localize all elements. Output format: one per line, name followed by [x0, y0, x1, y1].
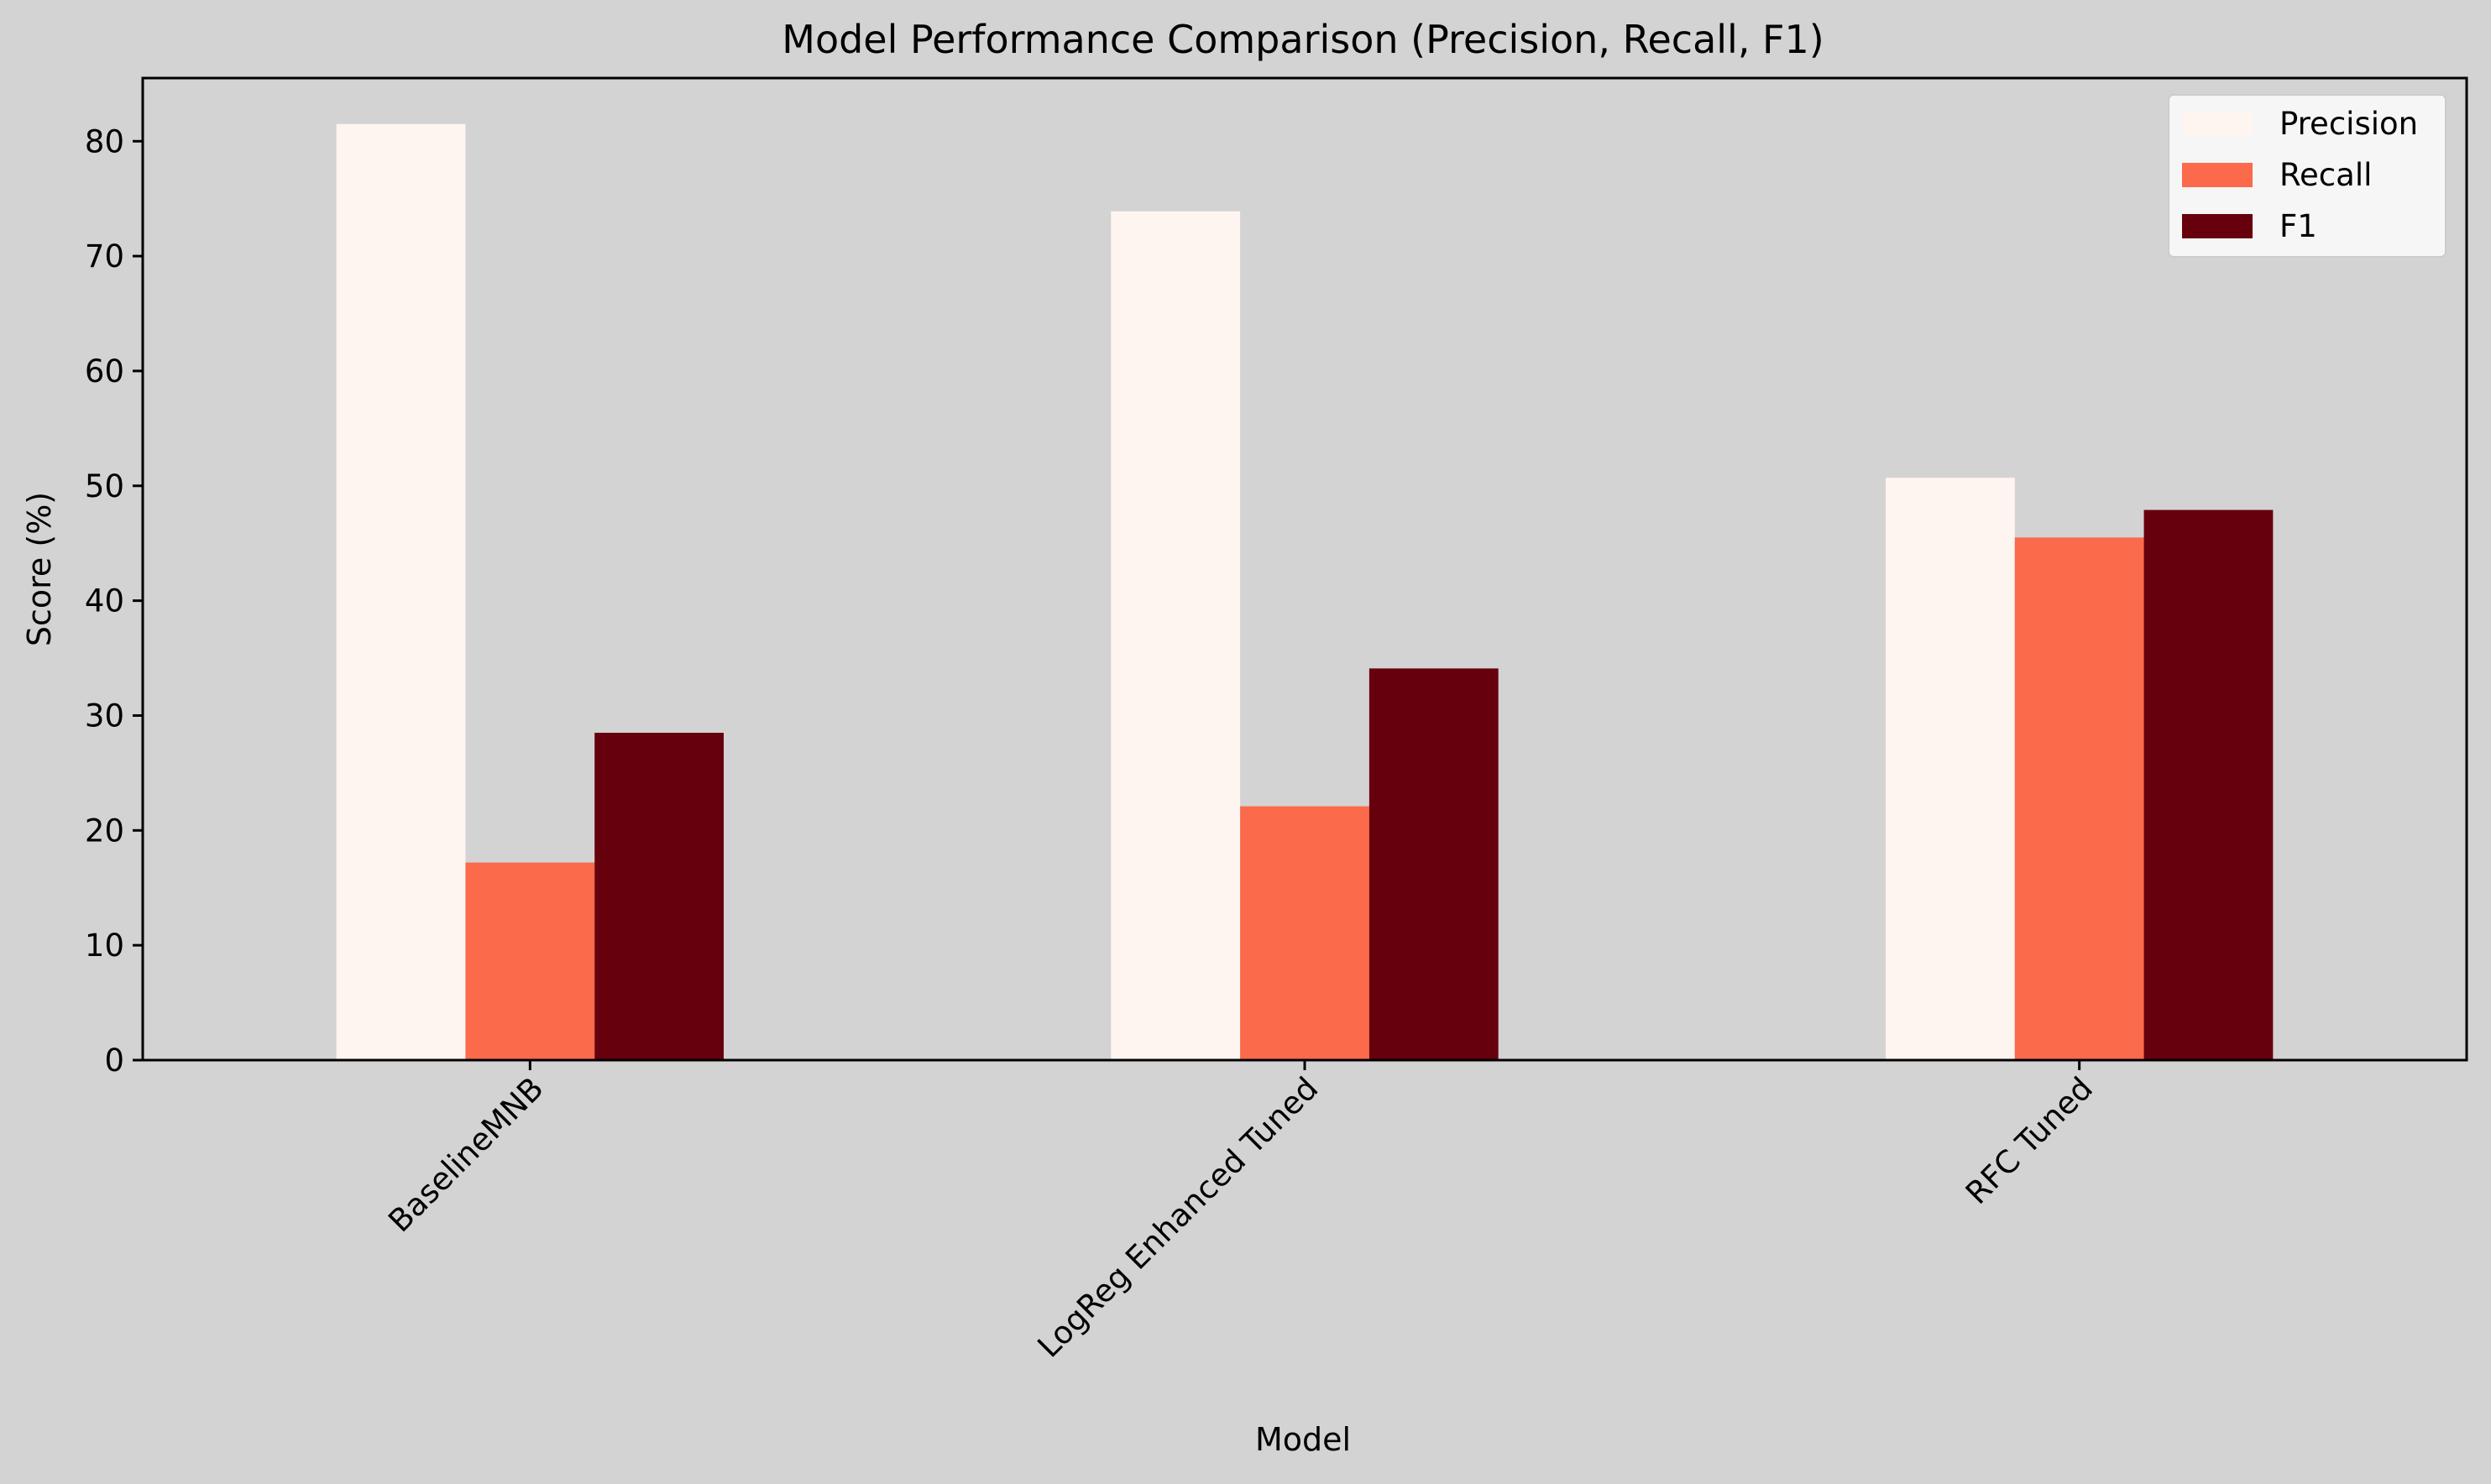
y-tick-label: 0	[104, 1042, 124, 1079]
y-tick-label: 40	[85, 583, 124, 619]
bar-f1-1	[1368, 668, 1499, 1060]
bar-recall-2	[2014, 537, 2144, 1060]
legend-label-recall: Recall	[2279, 157, 2372, 193]
y-tick-label: 20	[85, 813, 124, 849]
bar-recall-1	[1240, 806, 1369, 1060]
bar-precision-0	[336, 123, 466, 1061]
bars-layer	[336, 123, 2274, 1061]
bar-recall-0	[465, 862, 595, 1060]
legend-swatch-precision	[2182, 112, 2253, 136]
bar-f1-2	[2143, 509, 2274, 1060]
bar-f1-0	[594, 733, 724, 1060]
y-axis-label: Score (%)	[21, 492, 58, 646]
x-axis-label: Model	[1255, 1421, 1351, 1458]
y-tick-label: 50	[85, 468, 124, 504]
bar-precision-1	[1111, 211, 1241, 1061]
legend-label-precision: Precision	[2279, 106, 2418, 142]
y-tick-label: 70	[85, 238, 124, 274]
y-axis: 0 10 20 30 40 50 60 70 80	[85, 123, 143, 1079]
bar-precision-2	[1886, 478, 2015, 1060]
y-tick-label: 10	[85, 928, 124, 964]
legend-swatch-recall	[2182, 163, 2253, 187]
y-tick-label: 30	[85, 698, 124, 734]
y-tick-label: 60	[85, 353, 124, 389]
chart-title: Model Performance Comparison (Precision,…	[782, 17, 1824, 62]
legend: Precision Recall F1	[2168, 94, 2447, 258]
legend-swatch-f1	[2182, 214, 2253, 238]
y-tick-label: 80	[85, 123, 124, 159]
legend-label-f1: F1	[2279, 208, 2317, 244]
